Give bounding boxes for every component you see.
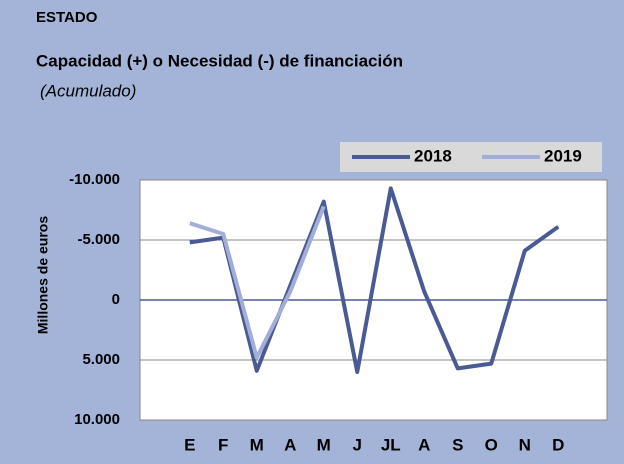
x-tick-label: S: [452, 435, 463, 454]
y-tick-label: 0: [112, 291, 120, 308]
x-tick-label: F: [218, 435, 228, 454]
y-tick-label: -5.000: [77, 231, 120, 248]
x-tick-label: A: [284, 435, 296, 454]
x-tick-label: J: [353, 435, 362, 454]
x-tick-label: O: [485, 435, 498, 454]
x-tick-label: M: [317, 435, 331, 454]
chart-subtitle: Capacidad (+) o Necesidad (-) de financi…: [36, 51, 403, 70]
chart-note: (Acumulado): [40, 81, 136, 100]
x-tick-label: N: [519, 435, 531, 454]
legend-label: 2018: [414, 146, 452, 165]
series-line: [189, 205, 326, 360]
legend-label: 2019: [544, 146, 582, 165]
y-tick-label: -10.000: [69, 171, 120, 188]
x-tick-label: M: [250, 435, 264, 454]
x-tick-label: JL: [381, 435, 401, 454]
y-tick-label: 5.000: [82, 351, 120, 368]
x-tick-label: A: [418, 435, 430, 454]
series-line: [189, 186, 560, 374]
chart-title: ESTADO: [36, 9, 98, 26]
x-tick-label: D: [552, 435, 564, 454]
x-tick-label: E: [184, 435, 195, 454]
y-axis-label: Millones de euros: [35, 216, 51, 334]
y-tick-label: 10.000: [74, 411, 120, 428]
